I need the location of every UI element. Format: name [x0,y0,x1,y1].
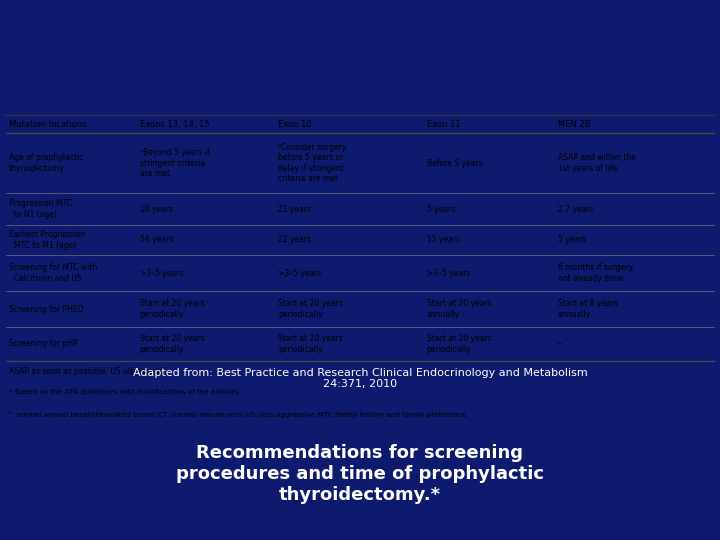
Text: 5 years: 5 years [427,205,455,213]
Text: Start at 20 years
periodically: Start at 20 years periodically [140,299,204,319]
Text: ᵃConsider surgery
before 5 years or
delay if stringent
criteria are met: ᵃConsider surgery before 5 years or dela… [278,143,346,183]
Text: Screening for PHEO: Screening for PHEO [9,305,83,314]
Text: ASAP as soon as possible, US ultrasound.: ASAP as soon as possible, US ultrasound. [9,367,166,376]
Text: Screening for pHP: Screening for pHP [9,340,77,348]
Text: Recommendations for screening
procedures and time of prophylactic
thyroidectomy.: Recommendations for screening procedures… [176,444,544,504]
Text: Start at 20 years
periodically: Start at 20 years periodically [278,334,343,354]
Text: Before 5 years: Before 5 years [427,159,482,167]
Text: Start at 8 years
annually: Start at 8 years annually [558,299,618,319]
Text: >3–5 years: >3–5 years [278,268,321,278]
Text: Adapted from: Best Practice and Research Clinical Endocrinology and Metabolism
2: Adapted from: Best Practice and Research… [132,368,588,389]
Text: Screening for MTC with
  Calcitonin and US: Screening for MTC with Calcitonin and US [9,264,97,283]
Text: Start at 20 years
periodically: Start at 20 years periodically [427,334,491,354]
Text: >3–5 years: >3–5 years [140,268,183,278]
Text: Exons 13, 14, 15: Exons 13, 14, 15 [140,119,210,129]
Text: * Based on the ATA guidelines with modifications of the authors.: * Based on the ATA guidelines with modif… [9,389,240,395]
Text: ᵃBeyond 5 years if
stringent criteria
are met: ᵃBeyond 5 years if stringent criteria ar… [140,148,210,178]
Text: ASAP and within the
1st years of life: ASAP and within the 1st years of life [558,153,636,173]
Text: Start at 20 years
annually: Start at 20 years annually [427,299,491,319]
Text: Start at 20 years
periodically: Start at 20 years periodically [278,299,343,319]
Text: Progression MTC
  to N1 (age): Progression MTC to N1 (age) [9,199,72,219]
Text: 5 years: 5 years [558,235,586,245]
Text: 10 years: 10 years [140,205,173,213]
Text: 6 months if surgery
not already done: 6 months if surgery not already done [558,264,633,283]
Text: –: – [558,340,562,348]
Text: Start at 20 years
periodically: Start at 20 years periodically [140,334,204,354]
Text: 2.7 years: 2.7 years [558,205,593,213]
Text: 22 years: 22 years [278,235,311,245]
Text: Exon 10: Exon 10 [278,119,312,129]
Text: Age of prophylactic
thyroidectomy: Age of prophylactic thyroidectomy [9,153,83,173]
Text: MEN 2B: MEN 2B [558,119,590,129]
Text: Mutation locations: Mutation locations [9,119,86,129]
Text: 21 years: 21 years [278,205,311,213]
Text: Earliest Progression
  MTC to M1 (age): Earliest Progression MTC to M1 (age) [9,230,85,249]
Text: 56 years: 56 years [140,235,173,245]
Text: 15 years: 15 years [427,235,460,245]
Text: Exon 11: Exon 11 [427,119,460,129]
Text: >3–5 years: >3–5 years [427,268,470,278]
Text: ᵃ  normal annual basal/stimulated serum CT, normal annual neck US, less aggressi: ᵃ normal annual basal/stimulated serum C… [9,411,468,417]
